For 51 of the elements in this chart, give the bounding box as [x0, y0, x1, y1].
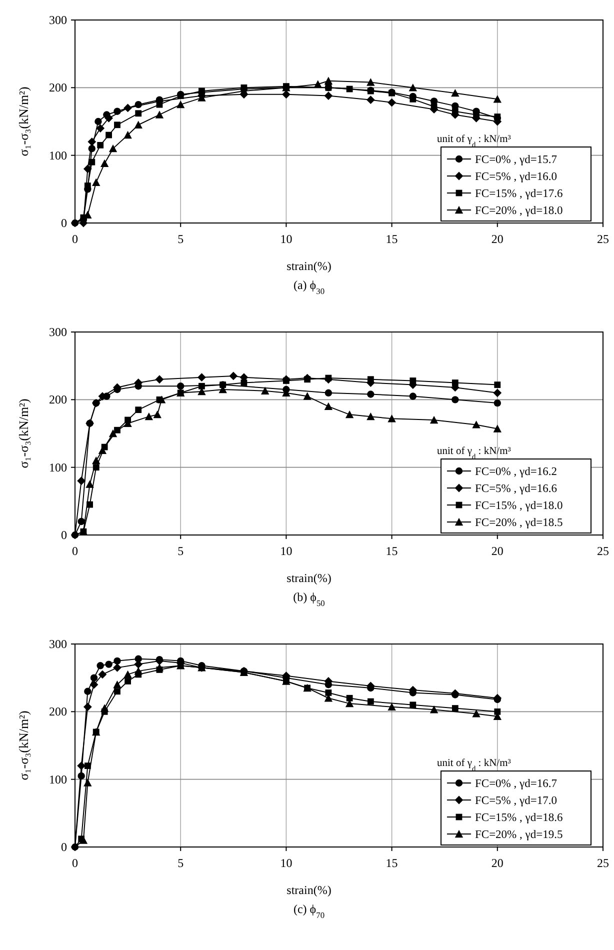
- x-tick-label: 5: [178, 544, 184, 558]
- y-tick-label: 200: [49, 80, 67, 95]
- legend-label: FC=0% , γd=16.2: [475, 466, 558, 478]
- x-tick-label: 10: [280, 544, 292, 558]
- legend-label: FC=20% , γd=19.5: [475, 829, 563, 841]
- y-tick-label: 100: [49, 460, 67, 474]
- legend-label: FC=15% , γd=17.6: [475, 188, 563, 200]
- x-tick-label: 15: [386, 856, 398, 870]
- y-axis-title: σ₁-σ₃(kN/m²): [16, 710, 31, 780]
- legend-label: FC=0% , γd=16.7: [475, 778, 558, 790]
- x-tick-label: 10: [280, 856, 292, 870]
- legend-label: FC=5% , γd=16.0: [475, 171, 558, 183]
- legend-label: FC=5% , γd=16.6: [475, 483, 558, 495]
- y-axis-title: σ₁-σ₃(kN/m²): [16, 398, 31, 468]
- legend-label: FC=20% , γd=18.5: [475, 517, 563, 529]
- x-tick-label: 25: [597, 856, 609, 870]
- x-tick-label: 5: [178, 232, 184, 246]
- y-tick-label: 300: [49, 325, 67, 339]
- x-tick-label: 15: [386, 232, 398, 246]
- y-tick-label: 0: [61, 840, 67, 854]
- x-axis-title: strain(%): [286, 571, 332, 585]
- x-tick-label: 15: [386, 544, 398, 558]
- x-tick-label: 20: [491, 232, 504, 246]
- legend-label: FC=20% , γd=18.0: [475, 205, 563, 217]
- x-tick-label: 25: [597, 544, 609, 558]
- x-tick-label: 0: [72, 232, 78, 246]
- y-tick-label: 0: [61, 216, 67, 230]
- y-axis-title: σ₁-σ₃(kN/m²): [16, 86, 31, 156]
- x-axis-title: strain(%): [286, 259, 332, 273]
- x-tick-label: 20: [491, 544, 504, 558]
- x-tick-label: 0: [72, 544, 78, 558]
- legend-label: FC=15% , γd=18.6: [475, 812, 563, 824]
- y-tick-label: 100: [49, 148, 67, 162]
- x-axis-title: strain(%): [286, 883, 332, 897]
- text: (b) ϕ$_{50}$: [293, 590, 325, 608]
- x-tick-label: 10: [280, 232, 292, 246]
- y-tick-label: 300: [49, 637, 67, 651]
- y-tick-label: 100: [49, 772, 67, 786]
- x-tick-label: 0: [72, 856, 78, 870]
- text: (a) ϕ$_{30}$: [293, 278, 325, 296]
- legend-label: FC=0% , γd=15.7: [475, 154, 558, 166]
- legend-label: FC=15% , γd=18.0: [475, 500, 563, 512]
- y-tick-label: 200: [49, 704, 67, 719]
- x-tick-label: 5: [178, 856, 184, 870]
- x-tick-label: 25: [597, 232, 609, 246]
- text: (c) ϕ$_{70}$: [293, 902, 325, 920]
- y-tick-label: 300: [49, 13, 67, 27]
- y-tick-label: 0: [61, 528, 67, 542]
- y-tick-label: 200: [49, 392, 67, 407]
- x-tick-label: 20: [491, 856, 504, 870]
- legend-label: FC=5% , γd=17.0: [475, 795, 558, 807]
